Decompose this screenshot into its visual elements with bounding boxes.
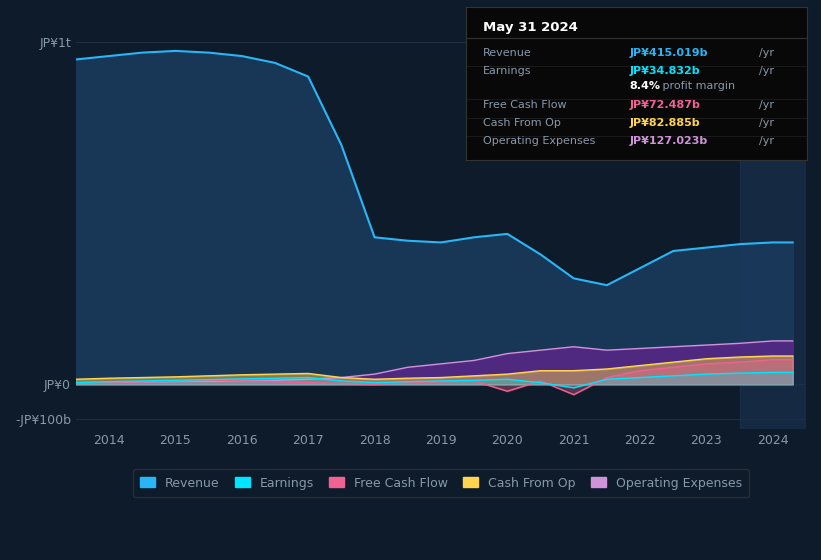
Text: 8.4%: 8.4% <box>630 82 661 91</box>
Text: Operating Expenses: Operating Expenses <box>484 136 596 146</box>
Text: /yr: /yr <box>759 118 774 128</box>
Legend: Revenue, Earnings, Free Cash Flow, Cash From Op, Operating Expenses: Revenue, Earnings, Free Cash Flow, Cash … <box>133 469 750 497</box>
Bar <box>740 15 806 429</box>
Text: May 31 2024: May 31 2024 <box>484 21 578 34</box>
Text: JP¥415.019b: JP¥415.019b <box>630 48 709 58</box>
Text: JP¥34.832b: JP¥34.832b <box>630 66 700 76</box>
Text: JP¥82.885b: JP¥82.885b <box>630 118 700 128</box>
Text: Free Cash Flow: Free Cash Flow <box>484 100 567 110</box>
Text: Earnings: Earnings <box>484 66 532 76</box>
Text: JP¥72.487b: JP¥72.487b <box>630 100 701 110</box>
Text: Cash From Op: Cash From Op <box>484 118 562 128</box>
Text: /yr: /yr <box>759 100 774 110</box>
Text: /yr: /yr <box>759 66 774 76</box>
Text: profit margin: profit margin <box>658 82 735 91</box>
Text: /yr: /yr <box>759 48 774 58</box>
Text: /yr: /yr <box>759 136 774 146</box>
Text: Revenue: Revenue <box>484 48 532 58</box>
Text: JP¥127.023b: JP¥127.023b <box>630 136 709 146</box>
